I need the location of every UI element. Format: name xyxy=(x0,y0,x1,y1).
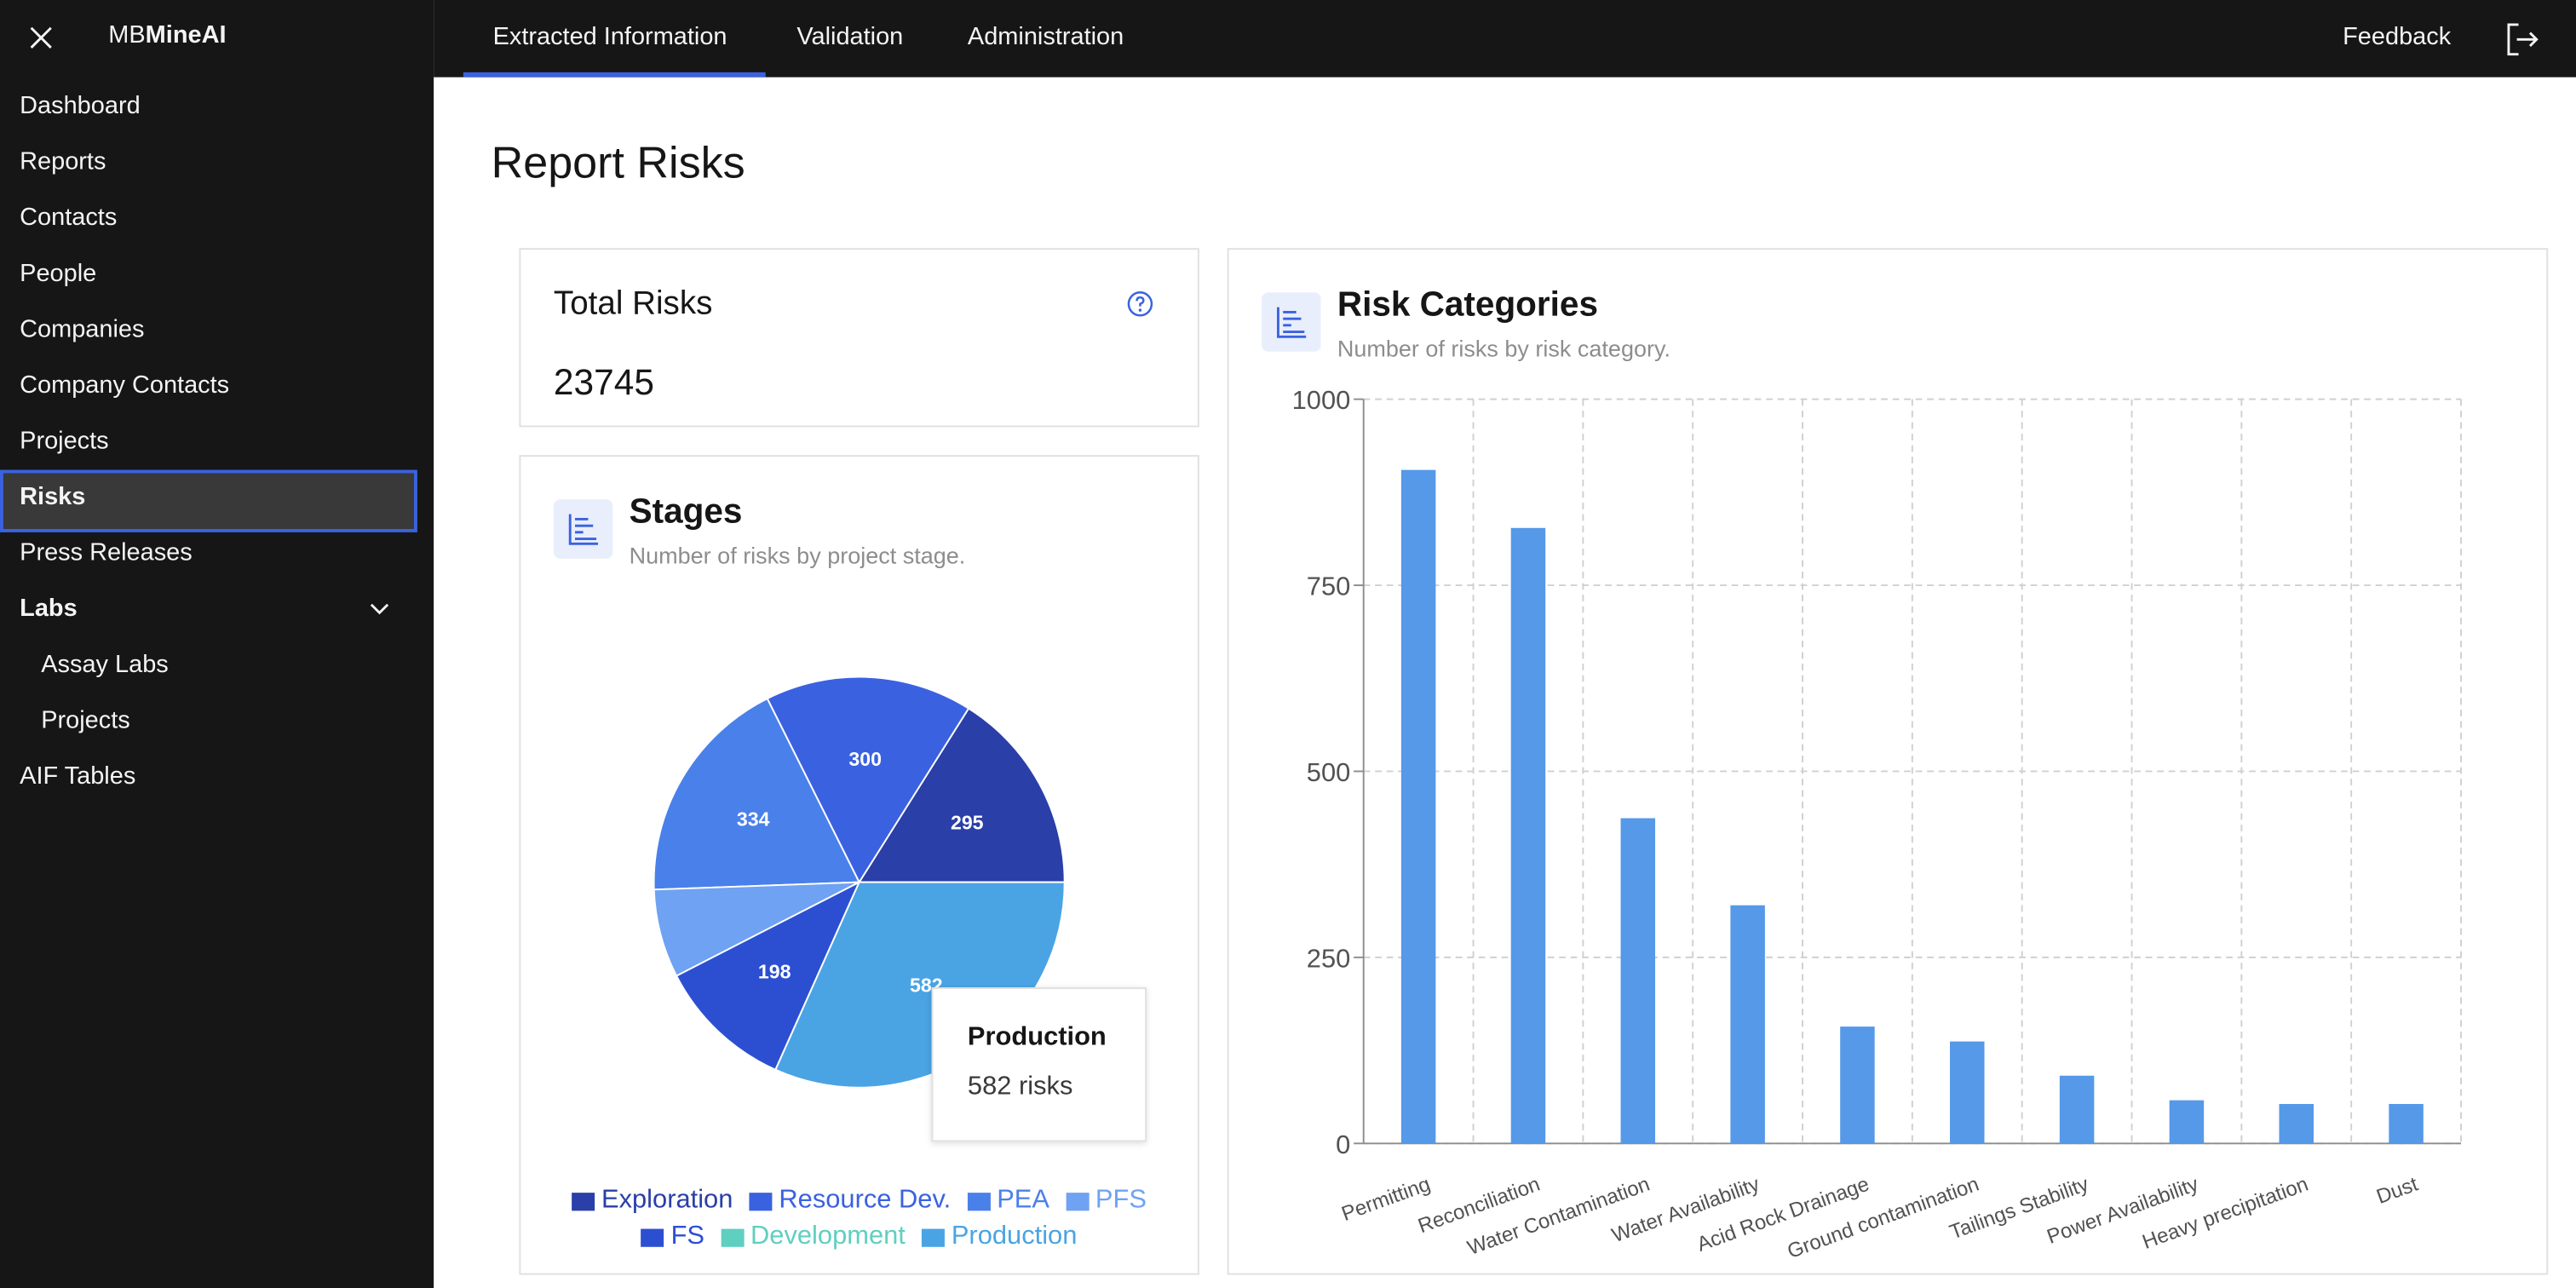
legend-label: PFS xyxy=(1095,1186,1147,1215)
legend-swatch xyxy=(1066,1192,1090,1210)
y-tick-label: 500 xyxy=(1307,757,1350,787)
chart-icon xyxy=(553,499,613,559)
active-item-bg xyxy=(0,469,417,532)
legend-swatch xyxy=(922,1228,946,1246)
legend-swatch xyxy=(721,1228,745,1246)
total-value: 23745 xyxy=(553,361,654,403)
legend-item[interactable]: Resource Dev. xyxy=(749,1186,952,1216)
slice-label: 295 xyxy=(951,811,984,833)
sidebar-item[interactable]: Projects xyxy=(41,706,130,735)
chart-title: Stages xyxy=(629,492,743,531)
chart-icon xyxy=(1262,292,1321,352)
sidebar-item[interactable]: AIF Tables xyxy=(20,762,136,791)
icon-glyph xyxy=(1276,307,1307,338)
y-tick-label: 250 xyxy=(1307,943,1350,973)
legend-item[interactable]: FS xyxy=(641,1222,704,1252)
sidebar-item[interactable]: Dashboard xyxy=(20,91,141,120)
categories-card: Risk Categories Number of risks by risk … xyxy=(1227,248,2549,1275)
sidebar: MBMineAI Dashboard Reports Contacts People C… xyxy=(0,0,434,1288)
tooltip-title: Production xyxy=(967,1023,1107,1052)
tooltip-text: 582 risks xyxy=(967,1072,1073,1101)
total-card: Total Risks 23745 xyxy=(519,248,1199,428)
close-icon[interactable] xyxy=(30,26,53,49)
pie-slice xyxy=(766,676,970,884)
slice-label: 300 xyxy=(848,748,882,770)
y-tick-label: 0 xyxy=(1336,1130,1350,1159)
legend-label: Production xyxy=(951,1222,1078,1251)
slice-label: 198 xyxy=(758,960,791,982)
legend-swatch xyxy=(749,1192,773,1210)
bar xyxy=(1510,527,1546,1144)
legend-swatch xyxy=(572,1192,595,1210)
tooltip: Production 582 risks xyxy=(931,987,1147,1142)
chevron[interactable] xyxy=(368,598,391,621)
sidebar-item[interactable]: Reports xyxy=(20,147,106,176)
legend-label: Development xyxy=(750,1222,906,1251)
y-tick-label: 750 xyxy=(1307,572,1350,601)
legend-label: Resource Dev. xyxy=(779,1186,952,1215)
sidebar-item[interactable]: Contacts xyxy=(20,204,118,232)
brand-name: MineAI xyxy=(145,21,227,49)
legend-label: FS xyxy=(670,1222,705,1251)
legend: Exploration Resource Dev. PEA PFS FS Developm… xyxy=(542,1186,1176,1251)
legend-item[interactable]: PEA xyxy=(967,1186,1049,1216)
sidebar-item[interactable]: Companies xyxy=(20,315,145,344)
icon-glyph xyxy=(568,514,598,545)
legend-item[interactable]: Production xyxy=(922,1222,1077,1252)
page-title: Report Risks xyxy=(491,137,745,187)
pie-slice xyxy=(653,697,861,891)
x-tick-label: Water Contamination xyxy=(1464,1173,1653,1260)
nav-tab[interactable]: Extracted Information xyxy=(492,22,727,51)
legend-label: Exploration xyxy=(601,1186,733,1215)
bar xyxy=(2059,1075,2095,1144)
top-bar: Extracted Information Validation Adminis… xyxy=(434,0,2576,78)
help-icon[interactable] xyxy=(1125,289,1155,319)
chevron-path xyxy=(370,603,389,615)
chart-subtitle: Number of risks by project stage. xyxy=(629,542,966,569)
bar xyxy=(1950,1041,1985,1144)
sidebar-item[interactable]: Projects xyxy=(20,427,109,456)
y-tick-label: 1000 xyxy=(1292,385,1351,415)
sidebar-item[interactable]: Risks xyxy=(20,482,86,511)
brand: MBMineAI xyxy=(108,21,226,49)
bar xyxy=(2389,1103,2424,1144)
nav-tab[interactable]: Validation xyxy=(796,22,904,51)
bar xyxy=(1730,905,1765,1144)
sidebar-item[interactable]: Labs xyxy=(20,595,78,623)
x-tick-label: Dust xyxy=(2373,1172,2421,1208)
bar xyxy=(2169,1100,2205,1144)
pie-slice xyxy=(857,707,1066,883)
sidebar-item[interactable]: People xyxy=(20,259,97,288)
pie-slice xyxy=(675,880,861,1072)
chart-title: Risk Categories xyxy=(1337,285,1598,324)
legend-item[interactable]: Development xyxy=(721,1222,906,1252)
legend-label: PEA xyxy=(997,1186,1049,1215)
legend-swatch xyxy=(967,1192,991,1210)
logout-icon[interactable] xyxy=(2504,21,2539,57)
feedback-link[interactable]: Feedback xyxy=(2343,22,2452,51)
sidebar-item[interactable]: Assay Labs xyxy=(41,650,169,679)
chart-subtitle: Number of risks by risk category. xyxy=(1337,335,1670,362)
nav-tab[interactable]: Administration xyxy=(967,22,1124,51)
bar xyxy=(1840,1026,1875,1144)
legend-item[interactable]: PFS xyxy=(1066,1186,1147,1216)
sidebar-item[interactable]: Press Releases xyxy=(20,538,193,567)
bar xyxy=(1400,469,1436,1144)
bar xyxy=(1620,818,1656,1144)
bar xyxy=(2279,1103,2314,1144)
card-title: Total Risks xyxy=(553,285,713,322)
legend-swatch xyxy=(641,1228,664,1246)
pie-slice xyxy=(653,881,860,977)
brand-prefix: MB xyxy=(108,21,146,49)
active-tab-indicator xyxy=(463,72,766,78)
x-tick-label: Ground contamination xyxy=(1785,1173,1982,1263)
legend-item[interactable]: Exploration xyxy=(572,1186,733,1216)
sidebar-item[interactable]: Company Contacts xyxy=(20,371,230,400)
slice-label: 334 xyxy=(737,808,770,831)
